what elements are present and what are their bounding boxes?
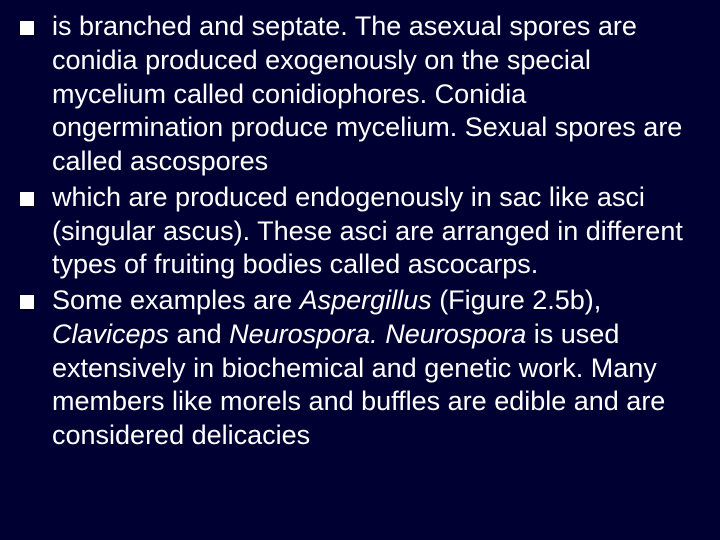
bullet-text-1: is branched and septate. The asexual spo… xyxy=(52,10,700,179)
list-item: Some examples are Aspergillus (Figure 2.… xyxy=(20,284,700,453)
bullet-text-3: Some examples are Aspergillus (Figure 2.… xyxy=(52,284,700,453)
bullet-square-icon xyxy=(20,295,34,309)
list-item: is branched and septate. The asexual spo… xyxy=(20,10,700,179)
bullet-list: is branched and septate. The asexual spo… xyxy=(20,10,700,453)
bullet-square-icon xyxy=(20,21,34,35)
bullet-text-2: which are produced endogenously in sac l… xyxy=(52,181,700,282)
bullet-square-icon xyxy=(20,192,34,206)
slide-container: is branched and septate. The asexual spo… xyxy=(0,0,720,540)
list-item: which are produced endogenously in sac l… xyxy=(20,181,700,282)
